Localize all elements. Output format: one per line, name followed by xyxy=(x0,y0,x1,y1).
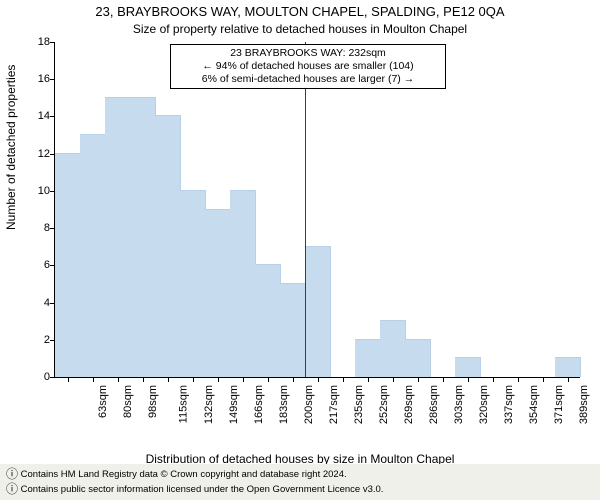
bar xyxy=(205,209,231,378)
x-tick-label: 183sqm xyxy=(278,385,290,424)
bar xyxy=(105,97,131,377)
bar xyxy=(55,153,81,377)
x-tick-label: 115sqm xyxy=(177,385,189,423)
y-tick-label: 0 xyxy=(20,371,50,383)
x-tick-label: 200sqm xyxy=(303,385,315,424)
bar xyxy=(405,339,431,377)
y-tick xyxy=(50,265,55,266)
x-tick xyxy=(118,377,119,382)
x-tick xyxy=(168,377,169,382)
x-tick xyxy=(343,377,344,382)
footer: ⓘ Contains HM Land Registry data © Crown… xyxy=(0,464,600,500)
y-tick xyxy=(50,154,55,155)
x-tick-label: 98sqm xyxy=(147,385,159,418)
y-tick-label: 14 xyxy=(20,110,50,122)
bar xyxy=(355,339,381,377)
x-tick xyxy=(393,377,394,382)
bar xyxy=(130,97,156,377)
x-tick-label: 269sqm xyxy=(403,385,415,424)
annotation-line3: 6% of semi-detached houses are larger (7… xyxy=(202,73,414,85)
y-tick-label: 4 xyxy=(20,297,50,309)
x-tick-label: 286sqm xyxy=(428,385,440,424)
x-tick xyxy=(93,377,94,382)
x-tick-label: 217sqm xyxy=(328,385,340,424)
y-tick-label: 16 xyxy=(20,73,50,85)
x-tick xyxy=(68,377,69,382)
x-tick-label: 303sqm xyxy=(453,385,465,424)
bar xyxy=(455,357,481,377)
info-icon: ⓘ xyxy=(6,467,18,481)
annotation-line1: 23 BRAYBROOKS WAY: 232sqm xyxy=(230,47,386,59)
x-tick xyxy=(368,377,369,382)
plot-area: 02468101214161863sqm80sqm98sqm115sqm132s… xyxy=(54,42,580,378)
x-tick xyxy=(218,377,219,382)
y-tick-label: 10 xyxy=(20,185,50,197)
x-tick-label: 166sqm xyxy=(253,385,265,424)
x-tick-label: 354sqm xyxy=(528,385,540,424)
y-tick-label: 8 xyxy=(20,222,50,234)
footer-line2: Contains public sector information licen… xyxy=(21,484,384,495)
x-tick xyxy=(143,377,144,382)
y-tick xyxy=(50,377,55,378)
x-tick xyxy=(443,377,444,382)
annotation-box: 23 BRAYBROOKS WAY: 232sqm← 94% of detach… xyxy=(170,44,446,89)
x-tick xyxy=(493,377,494,382)
x-tick xyxy=(293,377,294,382)
x-tick xyxy=(518,377,519,382)
title-sub: Size of property relative to detached ho… xyxy=(0,22,600,36)
info-icon: ⓘ xyxy=(6,482,18,496)
x-tick xyxy=(268,377,269,382)
x-tick-label: 371sqm xyxy=(553,385,565,424)
bar xyxy=(280,283,306,377)
title-main: 23, BRAYBROOKS WAY, MOULTON CHAPEL, SPAL… xyxy=(0,4,600,19)
chart-container: 23, BRAYBROOKS WAY, MOULTON CHAPEL, SPAL… xyxy=(0,0,600,500)
y-tick xyxy=(50,303,55,304)
y-tick-label: 18 xyxy=(20,36,50,48)
y-tick-label: 12 xyxy=(20,148,50,160)
annotation-line2: ← 94% of detached houses are smaller (10… xyxy=(202,60,413,72)
bars-group xyxy=(55,42,580,377)
y-tick xyxy=(50,42,55,43)
x-tick xyxy=(568,377,569,382)
x-tick-label: 235sqm xyxy=(353,385,365,424)
y-tick-label: 6 xyxy=(20,259,50,271)
x-tick xyxy=(418,377,419,382)
y-axis-label: Number of detached properties xyxy=(4,65,18,230)
x-tick xyxy=(318,377,319,382)
bar xyxy=(155,115,181,377)
x-tick-label: 389sqm xyxy=(578,385,590,424)
x-tick xyxy=(468,377,469,382)
y-tick xyxy=(50,116,55,117)
y-tick xyxy=(50,228,55,229)
x-tick-label: 132sqm xyxy=(203,385,215,424)
x-tick-label: 80sqm xyxy=(122,385,134,418)
reference-line xyxy=(305,42,306,377)
y-tick xyxy=(50,79,55,80)
bar xyxy=(180,190,206,377)
bar xyxy=(305,246,331,377)
bar xyxy=(255,264,281,377)
bar xyxy=(380,320,406,377)
y-tick-label: 2 xyxy=(20,334,50,346)
x-tick xyxy=(543,377,544,382)
bar xyxy=(555,357,581,377)
x-tick xyxy=(243,377,244,382)
x-tick xyxy=(193,377,194,382)
y-tick xyxy=(50,191,55,192)
x-tick-label: 252sqm xyxy=(378,385,390,424)
x-tick-label: 63sqm xyxy=(97,385,109,418)
x-tick-label: 337sqm xyxy=(503,385,515,424)
y-tick xyxy=(50,340,55,341)
x-tick-label: 320sqm xyxy=(478,385,490,424)
x-tick-label: 149sqm xyxy=(228,385,240,424)
bar xyxy=(80,134,106,377)
bar xyxy=(230,190,256,377)
footer-line1: Contains HM Land Registry data © Crown c… xyxy=(21,469,347,480)
